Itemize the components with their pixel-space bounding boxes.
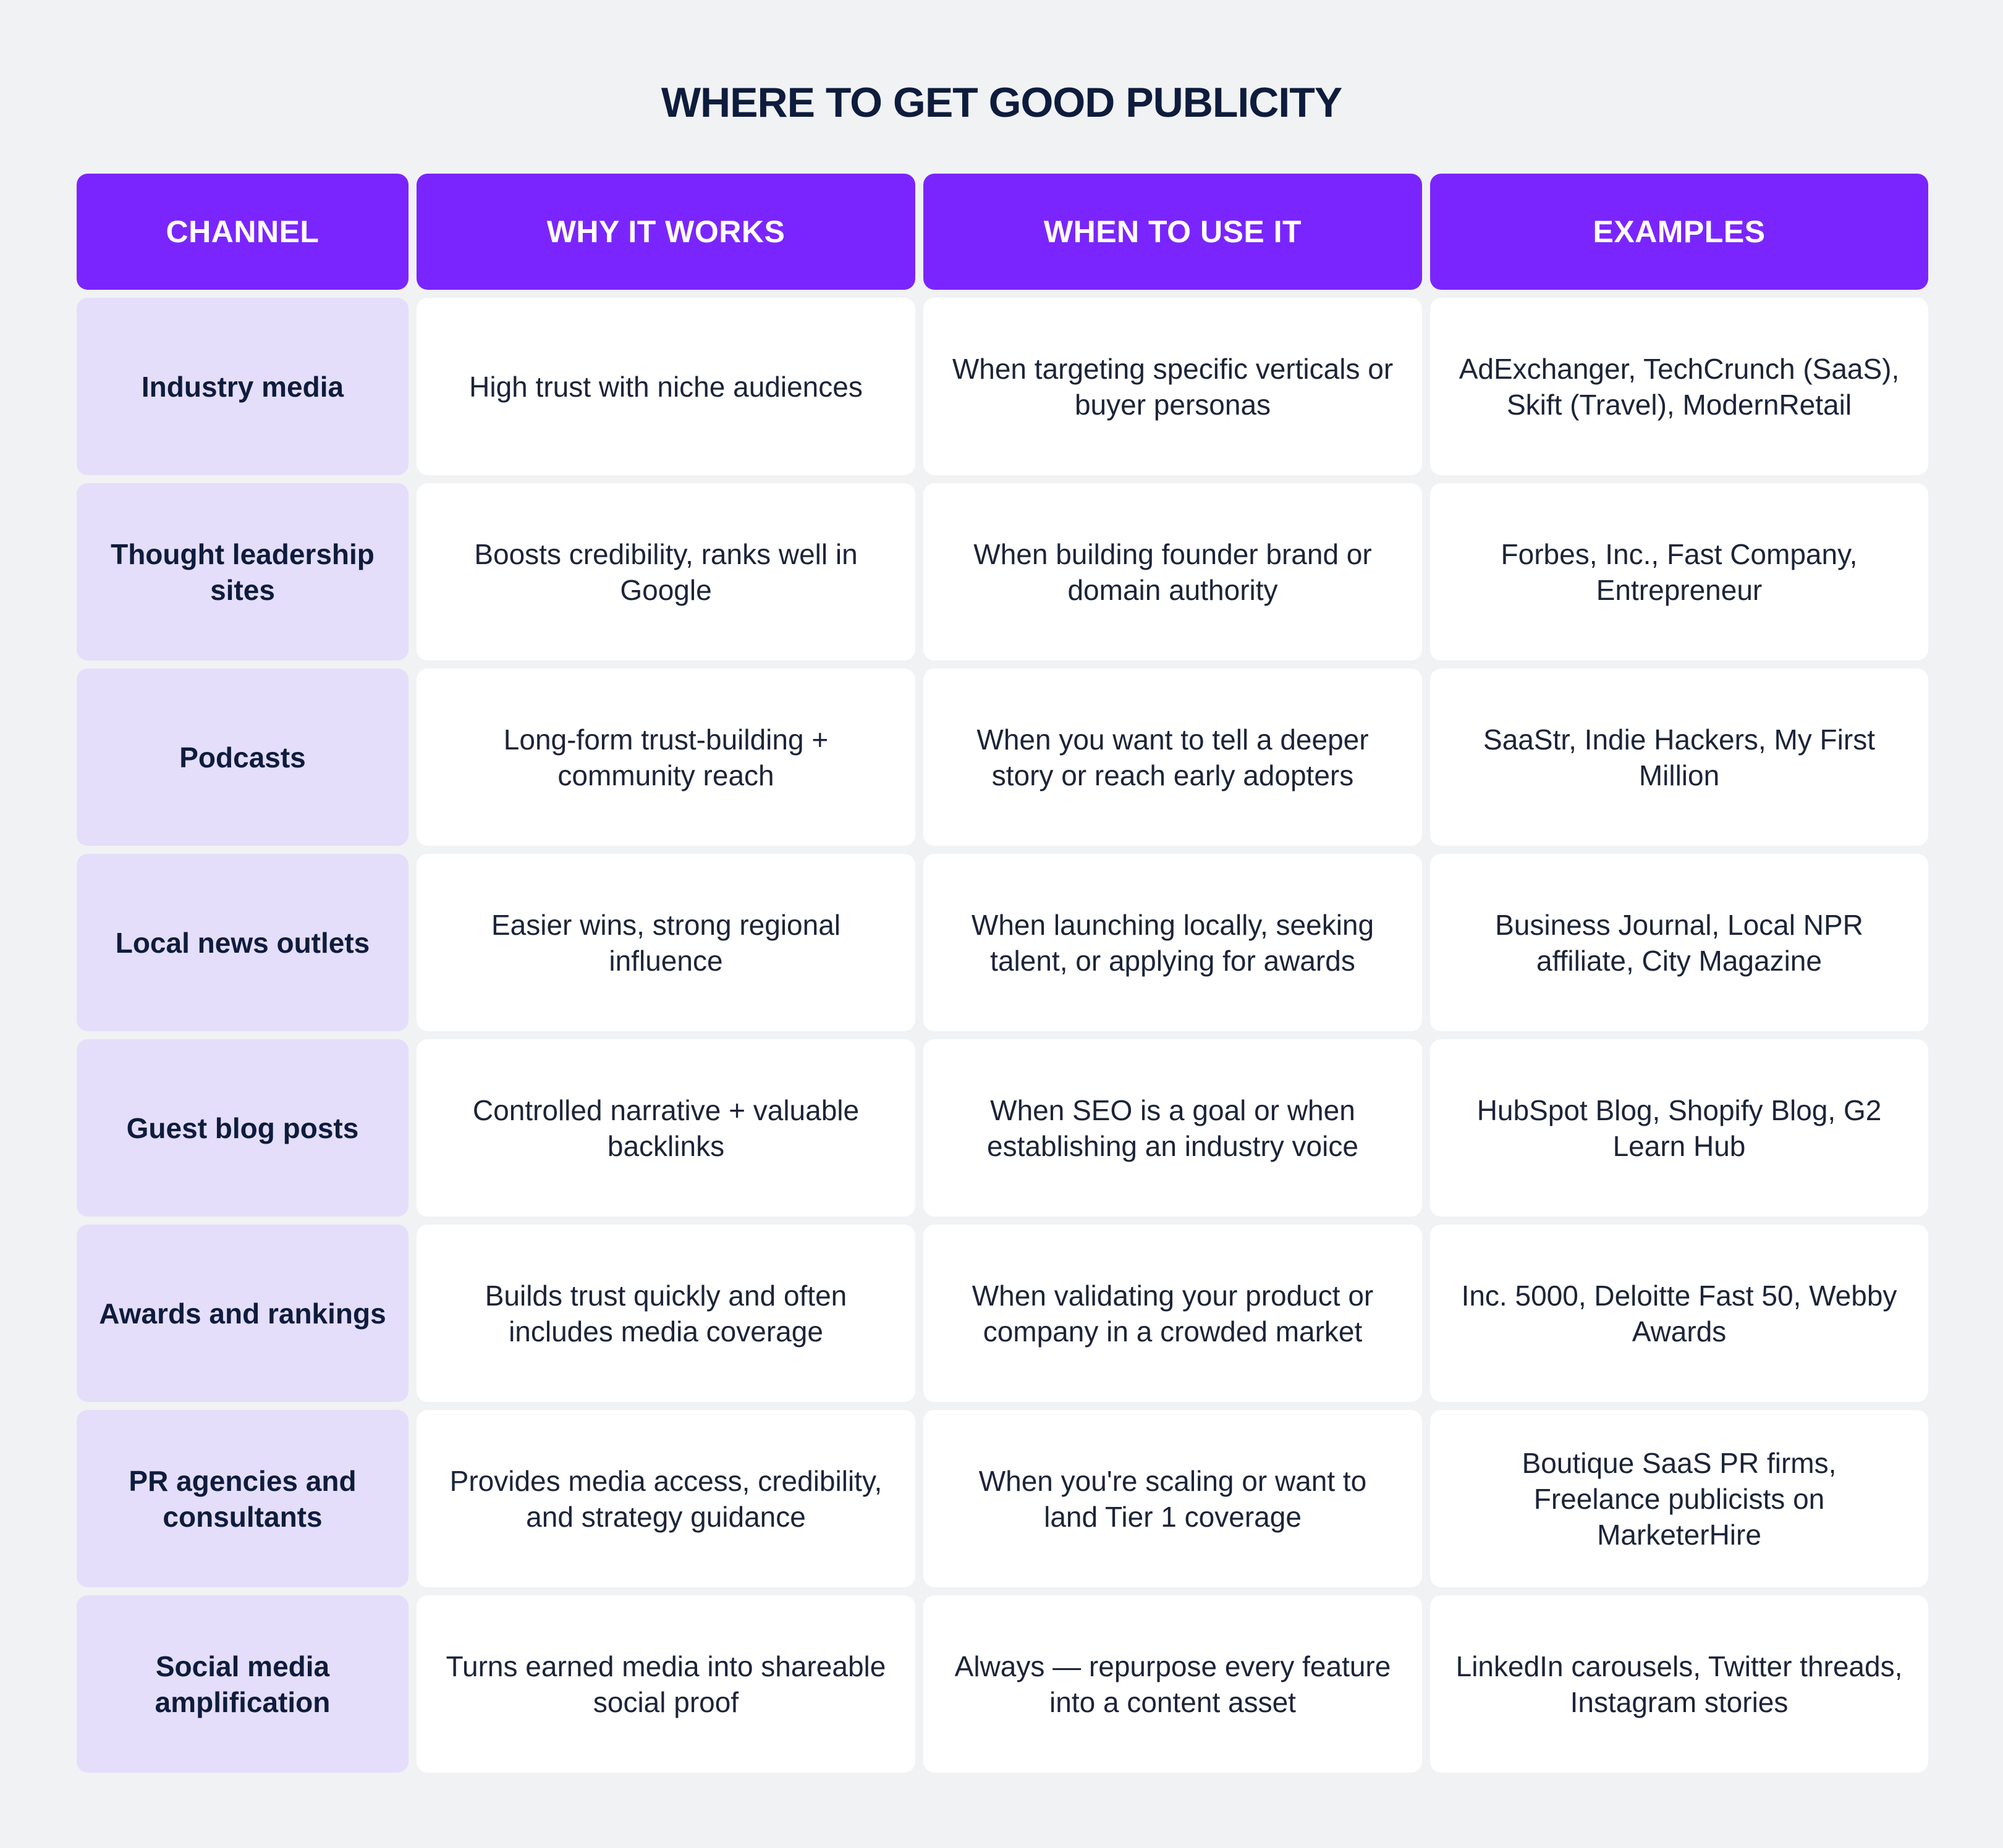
when-cell: When building founder brand or domain au… — [923, 483, 1422, 660]
why-cell: High trust with niche audiences — [417, 298, 915, 475]
why-cell: Turns earned media into shareable social… — [417, 1595, 915, 1773]
header-examples: EXAMPLES — [1430, 174, 1928, 290]
why-cell: Provides media access, credibility, and … — [417, 1410, 915, 1587]
header-channel: CHANNEL — [77, 174, 409, 290]
when-cell: When launching locally, seeking talent, … — [923, 854, 1422, 1031]
page-title: WHERE TO GET GOOD PUBLICITY — [661, 79, 1342, 126]
channel-cell: Guest blog posts — [77, 1039, 409, 1217]
channel-cell: Podcasts — [77, 669, 409, 846]
when-cell: When you're scaling or want to land Tier… — [923, 1410, 1422, 1587]
why-cell: Easier wins, strong regional influence — [417, 854, 915, 1031]
examples-cell: LinkedIn carousels, Twitter threads, Ins… — [1430, 1595, 1928, 1773]
examples-cell: Boutique SaaS PR firms, Freelance public… — [1430, 1410, 1928, 1587]
examples-cell: Forbes, Inc., Fast Company, Entrepreneur — [1430, 483, 1928, 660]
why-cell: Controlled narrative + valuable backlink… — [417, 1039, 915, 1217]
channel-cell: Awards and rankings — [77, 1225, 409, 1402]
channel-cell: PR agencies and consultants — [77, 1410, 409, 1587]
channel-cell: Local news outlets — [77, 854, 409, 1031]
when-cell: When you want to tell a deeper story or … — [923, 669, 1422, 846]
examples-cell: AdExchanger, TechCrunch (SaaS), Skift (T… — [1430, 298, 1928, 475]
why-cell: Boosts credibility, ranks well in Google — [417, 483, 915, 660]
examples-cell: Inc. 5000, Deloitte Fast 50, Webby Award… — [1430, 1225, 1928, 1402]
channel-cell: Thought leadership sites — [77, 483, 409, 660]
when-cell: When validating your product or company … — [923, 1225, 1422, 1402]
when-cell: When targeting specific verticals or buy… — [923, 298, 1422, 475]
when-cell: When SEO is a goal or when establishing … — [923, 1039, 1422, 1217]
channel-cell: Industry media — [77, 298, 409, 475]
examples-cell: SaaStr, Indie Hackers, My First Million — [1430, 669, 1928, 846]
when-cell: Always — repurpose every feature into a … — [923, 1595, 1422, 1773]
why-cell: Long-form trust-building + community rea… — [417, 669, 915, 846]
examples-cell: Business Journal, Local NPR affiliate, C… — [1430, 854, 1928, 1031]
examples-cell: HubSpot Blog, Shopify Blog, G2 Learn Hub — [1430, 1039, 1928, 1217]
channel-cell: Social media amplification — [77, 1595, 409, 1773]
header-why-it-works: WHY IT WORKS — [417, 174, 915, 290]
publicity-table: CHANNEL WHY IT WORKS WHEN TO USE IT EXAM… — [77, 174, 1928, 1773]
why-cell: Builds trust quickly and often includes … — [417, 1225, 915, 1402]
header-when-to-use-it: WHEN TO USE IT — [923, 174, 1422, 290]
